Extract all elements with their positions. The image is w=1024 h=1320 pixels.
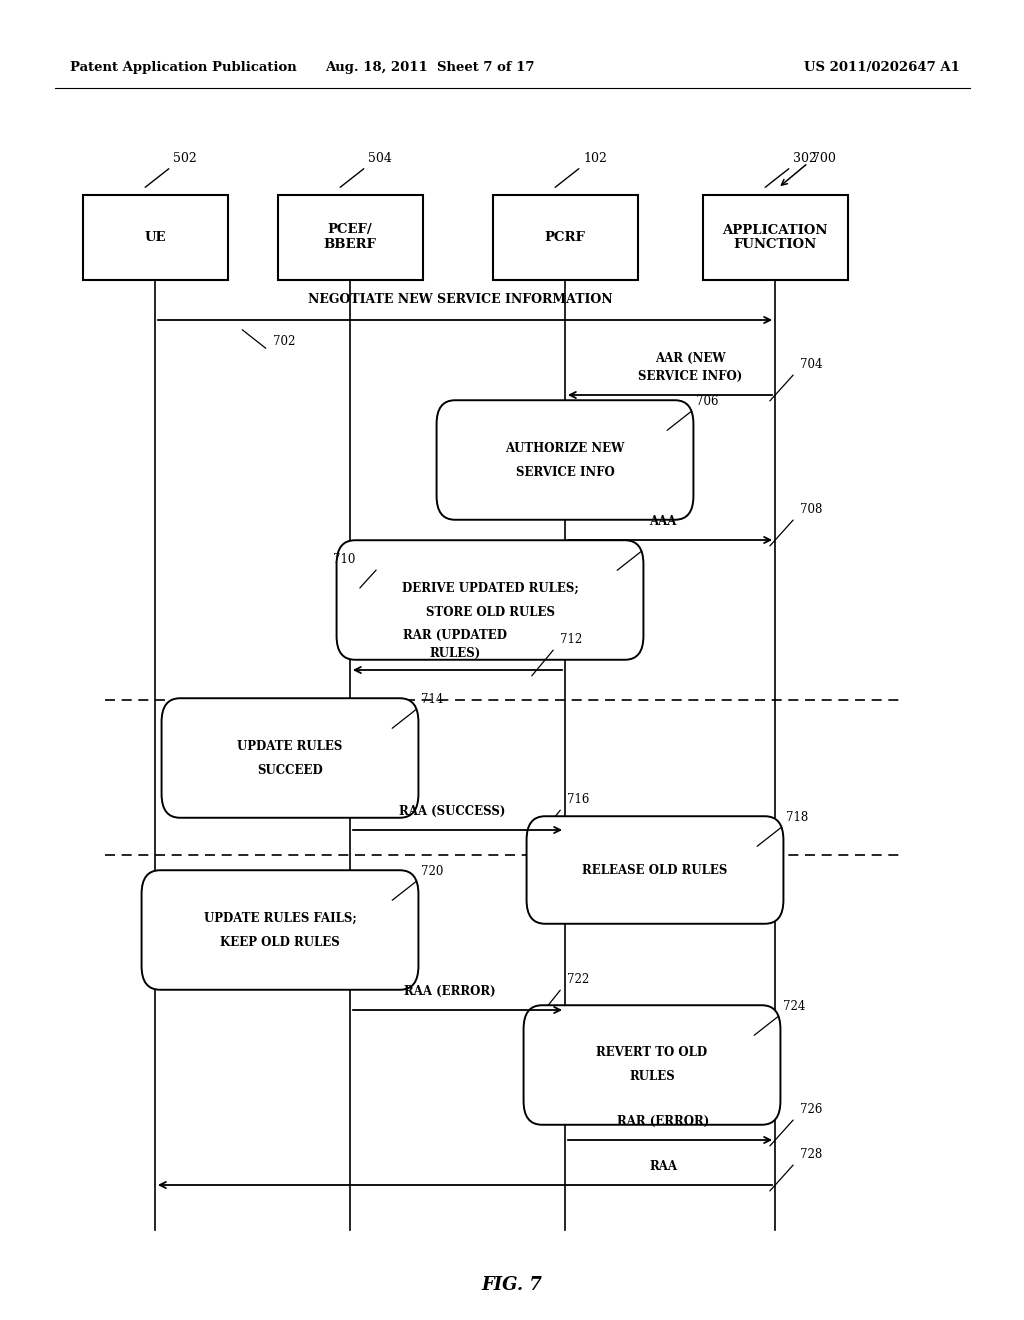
- Text: RAR (UPDATED: RAR (UPDATED: [403, 630, 507, 642]
- Text: RULES): RULES): [429, 647, 480, 660]
- Text: 708: 708: [800, 503, 822, 516]
- Text: RAA: RAA: [649, 1160, 677, 1173]
- Text: 712: 712: [560, 634, 583, 645]
- Text: RULES: RULES: [629, 1071, 675, 1084]
- Text: RAA (ERROR): RAA (ERROR): [404, 985, 496, 998]
- Text: RAR (ERROR): RAR (ERROR): [616, 1115, 710, 1129]
- Text: 714: 714: [421, 693, 443, 706]
- Bar: [702, 195, 848, 280]
- Text: 700: 700: [812, 152, 836, 165]
- Bar: [493, 195, 638, 280]
- Text: Aug. 18, 2011  Sheet 7 of 17: Aug. 18, 2011 Sheet 7 of 17: [326, 62, 535, 74]
- Text: 706: 706: [696, 395, 719, 408]
- Text: UE: UE: [144, 231, 166, 244]
- Text: REVERT TO OLD: REVERT TO OLD: [596, 1047, 708, 1060]
- Text: 718: 718: [786, 810, 808, 824]
- Text: AAA: AAA: [649, 515, 677, 528]
- Text: 504: 504: [368, 152, 392, 165]
- Text: DERIVE UPDATED RULES;: DERIVE UPDATED RULES;: [401, 582, 579, 594]
- Text: 724: 724: [783, 1001, 805, 1012]
- FancyBboxPatch shape: [162, 698, 419, 818]
- Bar: [278, 195, 423, 280]
- Text: SUCCEED: SUCCEED: [257, 763, 323, 776]
- Text: AAR (NEW: AAR (NEW: [654, 352, 725, 366]
- Text: NEGOTIATE NEW SERVICE INFORMATION: NEGOTIATE NEW SERVICE INFORMATION: [307, 293, 612, 306]
- FancyBboxPatch shape: [436, 400, 693, 520]
- Text: 728: 728: [800, 1148, 822, 1162]
- Text: SERVICE INFO): SERVICE INFO): [638, 370, 742, 383]
- Text: FIG. 7: FIG. 7: [481, 1276, 543, 1294]
- Text: 502: 502: [173, 152, 197, 165]
- Text: 302: 302: [793, 152, 817, 165]
- Bar: [83, 195, 227, 280]
- Text: 720: 720: [421, 865, 443, 878]
- Text: SERVICE INFO: SERVICE INFO: [516, 466, 614, 479]
- FancyBboxPatch shape: [526, 816, 783, 924]
- Text: 704: 704: [800, 358, 822, 371]
- Text: 722: 722: [567, 973, 589, 986]
- Text: UPDATE RULES: UPDATE RULES: [238, 739, 343, 752]
- Text: RAA (SUCCESS): RAA (SUCCESS): [398, 805, 505, 818]
- Text: 102: 102: [583, 152, 607, 165]
- FancyBboxPatch shape: [141, 870, 419, 990]
- FancyBboxPatch shape: [523, 1006, 780, 1125]
- Text: 726: 726: [800, 1104, 822, 1115]
- Text: RELEASE OLD RULES: RELEASE OLD RULES: [583, 863, 728, 876]
- Text: PCEF/
BBERF: PCEF/ BBERF: [324, 223, 377, 252]
- Text: UPDATE RULES FAILS;: UPDATE RULES FAILS;: [204, 912, 356, 924]
- Text: 716: 716: [567, 793, 590, 807]
- Text: STORE OLD RULES: STORE OLD RULES: [426, 606, 555, 619]
- Text: KEEP OLD RULES: KEEP OLD RULES: [220, 936, 340, 949]
- Text: US 2011/0202647 A1: US 2011/0202647 A1: [804, 62, 961, 74]
- Text: AUTHORIZE NEW: AUTHORIZE NEW: [505, 441, 625, 454]
- Text: 710: 710: [333, 553, 355, 566]
- FancyBboxPatch shape: [337, 540, 643, 660]
- Text: 702: 702: [273, 335, 295, 348]
- Text: PCRF: PCRF: [545, 231, 586, 244]
- Text: Patent Application Publication: Patent Application Publication: [70, 62, 297, 74]
- Text: APPLICATION
FUNCTION: APPLICATION FUNCTION: [722, 223, 827, 252]
